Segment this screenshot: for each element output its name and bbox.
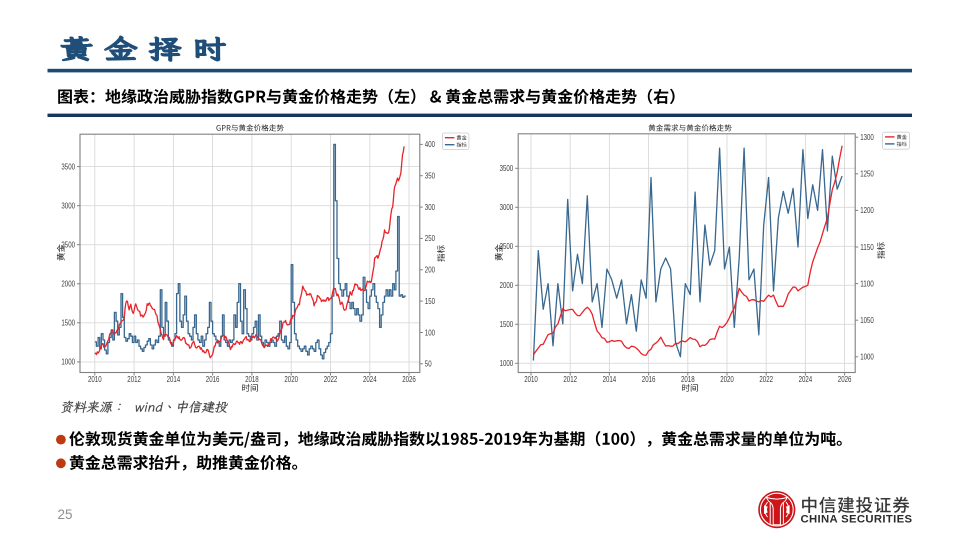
svg-text:1500: 1500	[500, 320, 514, 329]
svg-text:1200: 1200	[860, 206, 874, 215]
svg-text:25: 25	[58, 507, 73, 522]
svg-text:50: 50	[425, 360, 432, 369]
svg-text:1050: 1050	[860, 316, 874, 325]
svg-text:250: 250	[425, 234, 436, 243]
svg-text:350: 350	[425, 172, 436, 181]
svg-text:300: 300	[425, 203, 436, 212]
svg-text:1250: 1250	[860, 170, 874, 179]
svg-text:2000: 2000	[61, 280, 75, 289]
svg-text:2020: 2020	[720, 375, 734, 384]
svg-text:2020: 2020	[284, 375, 298, 384]
svg-text:2014: 2014	[167, 375, 181, 384]
svg-text:3000: 3000	[61, 202, 75, 211]
svg-text:1300: 1300	[860, 133, 874, 142]
svg-text:1000: 1000	[500, 359, 514, 368]
svg-text:2024: 2024	[799, 375, 813, 384]
svg-text:2024: 2024	[363, 375, 377, 384]
svg-text:CHINA SECURITIES: CHINA SECURITIES	[801, 514, 913, 526]
svg-text:3000: 3000	[500, 203, 514, 212]
svg-text:2010: 2010	[88, 375, 102, 384]
svg-text:2500: 2500	[61, 241, 75, 250]
svg-text:2018: 2018	[245, 375, 259, 384]
svg-text:1500: 1500	[61, 319, 75, 328]
svg-text:2026: 2026	[838, 375, 852, 384]
svg-text:150: 150	[425, 297, 436, 306]
svg-text:1000: 1000	[860, 353, 874, 362]
svg-text:2022: 2022	[324, 375, 338, 384]
svg-text:3500: 3500	[500, 164, 514, 173]
svg-text:1150: 1150	[860, 243, 874, 252]
svg-text:200: 200	[425, 266, 436, 275]
svg-text:2000: 2000	[500, 281, 514, 290]
svg-text:1000: 1000	[61, 358, 75, 367]
svg-text:2016: 2016	[206, 375, 220, 384]
svg-text:2012: 2012	[127, 375, 141, 384]
svg-text:100: 100	[425, 328, 436, 337]
svg-text:1100: 1100	[860, 279, 874, 288]
svg-text:2022: 2022	[759, 375, 773, 384]
svg-text:2500: 2500	[500, 242, 514, 251]
svg-text:3500: 3500	[61, 162, 75, 171]
svg-text:400: 400	[425, 140, 436, 149]
svg-text:2014: 2014	[603, 375, 617, 384]
svg-text:2012: 2012	[563, 375, 577, 384]
svg-text:2026: 2026	[402, 375, 416, 384]
svg-text:2016: 2016	[642, 375, 656, 384]
svg-text:2018: 2018	[681, 375, 695, 384]
svg-text:2010: 2010	[524, 375, 538, 384]
